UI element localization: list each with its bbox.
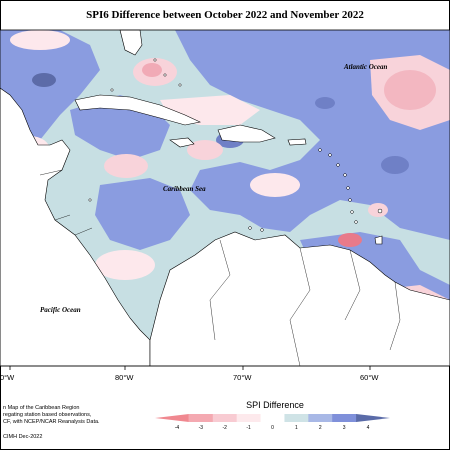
legend-tick-label: -3: [198, 425, 204, 431]
legend-tick-label: 0: [271, 425, 274, 431]
credit-line: n Map of the Caribbean Region: [3, 405, 80, 411]
map-title: SPI6 Difference between October 2022 and…: [86, 9, 364, 21]
longitude-ticks: [9, 366, 371, 370]
legend-tick-label: 2: [318, 425, 322, 431]
legend-colorbar: [155, 414, 390, 422]
credit-line: regating station based observations,: [3, 412, 92, 418]
legend-tick-label: 3: [342, 425, 346, 431]
legend-swatch: [236, 414, 262, 422]
longitude-tick-label: 80°W: [115, 373, 134, 382]
legend-swatch: [155, 414, 189, 422]
longitude-tick-label: 70°W: [233, 373, 252, 382]
credit-line: CF, with NCEP/NCAR Reanalysis Data.: [3, 419, 100, 425]
caribbean-sea-label: Caribbean Sea: [163, 185, 206, 193]
legend-swatch: [284, 414, 309, 422]
legend-tick-label: -1: [246, 425, 251, 431]
credit-footer: CIMH Dec-2022: [3, 434, 43, 440]
legend-swatch: [332, 414, 357, 422]
legend-tick-label: -4: [174, 425, 180, 431]
longitude-tick-label: 0°W: [0, 373, 15, 382]
legend-swatch: [260, 414, 285, 422]
legend-swatch: [188, 414, 214, 422]
legend-tick-label: -2: [222, 425, 227, 431]
legend-swatch: [212, 414, 238, 422]
legend-tick-label: 4: [366, 425, 370, 431]
legend-tick-label: 1: [294, 425, 298, 431]
longitude-tick-label: 60°W: [360, 373, 379, 382]
atlantic-ocean-label: Atlantic Ocean: [344, 63, 388, 71]
pacific-ocean-label: Pacific Ocean: [40, 306, 81, 314]
spi-map: [0, 29, 450, 367]
legend-title: SPI Difference: [246, 400, 304, 410]
legend-swatch: [356, 414, 390, 422]
legend-swatch: [308, 414, 333, 422]
